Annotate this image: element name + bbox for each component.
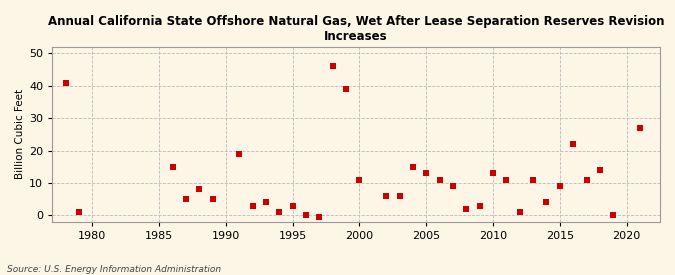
Point	[595, 168, 605, 172]
Point	[568, 142, 578, 146]
Point	[487, 171, 498, 175]
Point	[434, 177, 445, 182]
Point	[354, 177, 365, 182]
Title: Annual California State Offshore Natural Gas, Wet After Lease Separation Reserve: Annual California State Offshore Natural…	[48, 15, 664, 43]
Point	[288, 203, 298, 208]
Y-axis label: Billion Cubic Feet: Billion Cubic Feet	[15, 89, 25, 179]
Point	[381, 194, 392, 198]
Point	[394, 194, 405, 198]
Point	[167, 164, 178, 169]
Point	[448, 184, 458, 188]
Point	[341, 87, 352, 91]
Point	[60, 80, 71, 85]
Point	[234, 152, 245, 156]
Point	[207, 197, 218, 201]
Point	[634, 126, 645, 130]
Point	[461, 207, 472, 211]
Point	[194, 187, 205, 192]
Point	[581, 177, 592, 182]
Point	[608, 213, 619, 218]
Point	[247, 203, 258, 208]
Point	[314, 215, 325, 219]
Point	[274, 210, 285, 214]
Point	[408, 164, 418, 169]
Point	[261, 200, 271, 205]
Text: Source: U.S. Energy Information Administration: Source: U.S. Energy Information Administ…	[7, 265, 221, 274]
Point	[514, 210, 525, 214]
Point	[541, 200, 552, 205]
Point	[327, 64, 338, 68]
Point	[74, 210, 84, 214]
Point	[501, 177, 512, 182]
Point	[475, 203, 485, 208]
Point	[421, 171, 432, 175]
Point	[554, 184, 565, 188]
Point	[180, 197, 191, 201]
Point	[528, 177, 539, 182]
Point	[300, 213, 311, 218]
